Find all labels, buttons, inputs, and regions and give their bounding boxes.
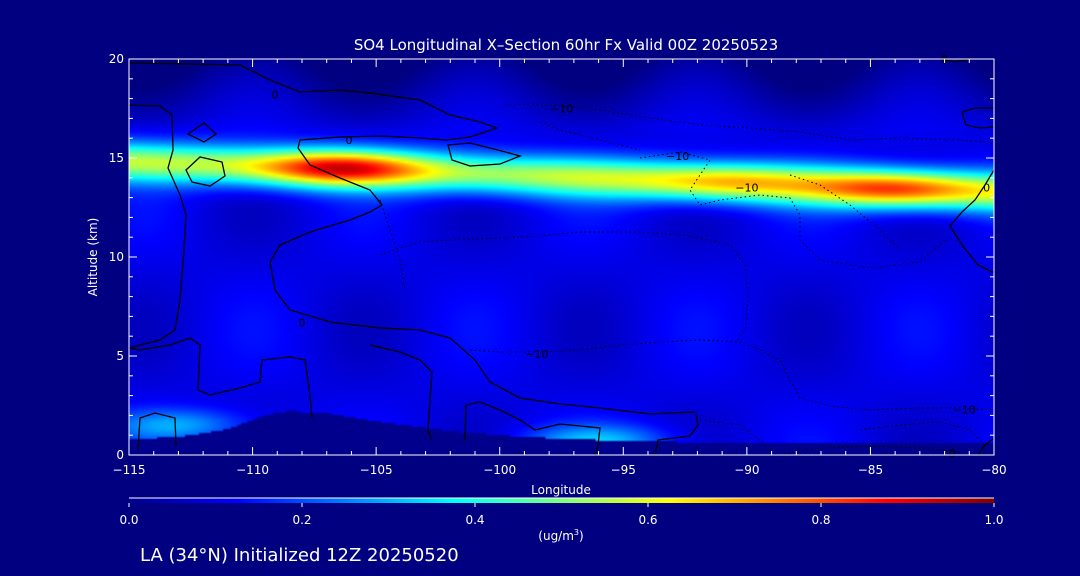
colorbar-unit-label: (ug/m3) — [538, 528, 583, 543]
y-tick-label: 5 — [116, 349, 124, 363]
contour-label: −10 — [735, 182, 758, 195]
x-tick-label: −110 — [236, 463, 269, 477]
y-tick-label: 20 — [109, 52, 124, 66]
contour-zero-right — [977, 437, 994, 455]
footer-caption: LA (34°N) Initialized 12Z 20250520 — [140, 545, 459, 566]
y-axis: 0 5 10 15 20 — [109, 52, 994, 462]
colorbar-tick-label: 1.0 — [984, 513, 1003, 527]
colorbar-tick-label: 0.6 — [638, 513, 657, 527]
colorbar-tick-label: 0.2 — [292, 513, 311, 527]
y-tick-label: 15 — [109, 151, 124, 165]
colorbar-gradient — [129, 498, 994, 503]
contour-zero-low — [654, 413, 699, 455]
concentration-field — [129, 59, 994, 455]
x-tick-label: −80 — [981, 463, 1006, 477]
contour-label: 0 — [345, 134, 352, 147]
contour-label: 0 — [299, 316, 306, 329]
contour-zero-island — [186, 122, 218, 143]
contour-label: 0 — [271, 89, 278, 102]
plot-area: 000−10−10−10−10−10000 — [128, 53, 995, 460]
x-tick-label: −95 — [611, 463, 636, 477]
contour-label: −10 — [550, 103, 573, 116]
colorbar-tick-label: 0.4 — [465, 513, 484, 527]
x-tick-label: −115 — [113, 463, 146, 477]
x-tick-label: −90 — [734, 463, 759, 477]
contour-label: 0 — [983, 182, 990, 195]
contour-minus-ten — [504, 103, 994, 144]
contour-lines — [129, 59, 994, 455]
x-tick-label: −100 — [483, 463, 516, 477]
contour-zero-island — [447, 142, 523, 167]
colorbar-tick-label: 0.8 — [811, 513, 830, 527]
contour-zero-right — [949, 169, 994, 273]
contour-zero — [129, 104, 187, 349]
contour-zero-low — [369, 344, 433, 441]
contour-zero — [129, 62, 696, 415]
colorbar: 0.0 0.2 0.4 0.6 0.8 1.0 (ug/m3) — [119, 497, 1004, 543]
x-tick-label: −85 — [858, 463, 883, 477]
y-tick-label: 10 — [109, 250, 124, 264]
contour-zero-right — [961, 107, 994, 129]
contour-label: −10 — [953, 403, 976, 416]
colorbar-tick-label: 0.0 — [119, 513, 138, 527]
colorbar-unit-close: ) — [579, 529, 584, 543]
x-tick-label: −105 — [360, 463, 393, 477]
colorbar-ticks: 0.0 0.2 0.4 0.6 0.8 1.0 — [119, 503, 1004, 527]
x-axis-label: Longitude — [531, 483, 591, 497]
contour-label: 0 — [948, 447, 955, 460]
contour-minus-ten — [639, 151, 946, 269]
contour-label: −10 — [666, 150, 689, 163]
contour-zero-low — [464, 401, 601, 455]
colorbar-unit-text: (ug/m — [538, 529, 574, 543]
colorbar-unit-superscript: 3 — [574, 528, 579, 537]
chart-title: SO4 Longitudinal X–Section 60hr Fx Valid… — [354, 36, 778, 54]
contour-minus-ten — [779, 445, 961, 455]
x-axis: −115 −110 −105 −100 −95 −90 −85 −80 — [113, 59, 1007, 477]
contour-zero-island — [185, 156, 226, 187]
contour-label: −10 — [525, 348, 548, 361]
contour-zero-low — [137, 412, 177, 451]
contour-zero-low — [129, 337, 313, 419]
y-tick-label: 0 — [116, 448, 124, 462]
y-axis-label: Altitude (km) — [86, 218, 100, 297]
contour-minus-ten — [789, 174, 901, 251]
